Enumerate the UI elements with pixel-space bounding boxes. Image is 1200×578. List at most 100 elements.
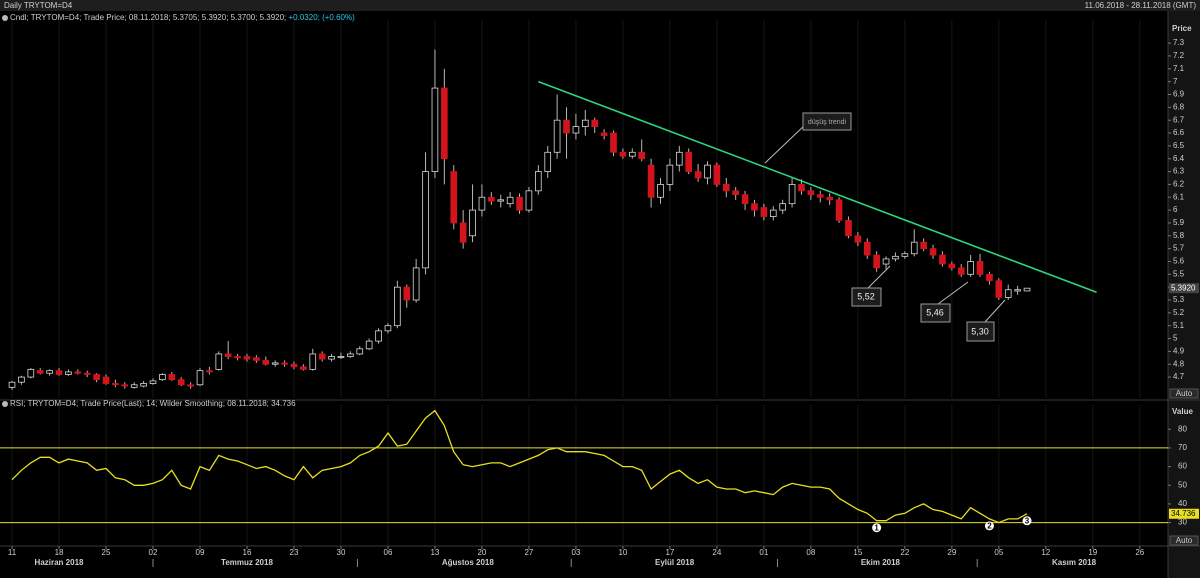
- window-title: Daily TRYTOM=D4: [4, 1, 73, 10]
- candle-body: [140, 383, 147, 387]
- candle-body: [18, 376, 25, 383]
- candle-body: [1014, 289, 1021, 292]
- y-tick-label: 6: [1173, 205, 1178, 214]
- candle-body: [1004, 289, 1012, 298]
- candle-body: [130, 384, 138, 388]
- candle-body: [986, 273, 993, 282]
- rsi-marker-label: 3: [1025, 516, 1030, 525]
- candle-body: [845, 219, 852, 237]
- candle-body: [873, 254, 880, 269]
- candle-body: [234, 356, 241, 359]
- y-tick-label: 5.6: [1173, 257, 1185, 266]
- candle-body: [722, 184, 730, 192]
- candle-body: [375, 330, 382, 342]
- y-tick-label: 5.3: [1173, 295, 1185, 304]
- price-legend: Cndl; TRYTOM=D4; Trade Price; 08.11.2018…: [10, 13, 355, 22]
- candle-body: [121, 384, 129, 387]
- candle-body: [224, 353, 232, 357]
- month-label: Ağustos 2018: [442, 558, 495, 567]
- candle-body: [600, 132, 608, 136]
- candle-body: [469, 209, 476, 237]
- legend-icon: [2, 15, 8, 21]
- candle-body: [1023, 287, 1031, 292]
- x-tick-label: 10: [618, 548, 627, 557]
- candle-body: [910, 241, 918, 255]
- y-tick-label: 6.3: [1173, 167, 1185, 176]
- last-price-label: 5.3920: [1171, 283, 1196, 292]
- candle-body: [328, 356, 335, 360]
- x-tick-label: 27: [524, 548, 533, 557]
- candle-body: [450, 171, 458, 224]
- y-tick-label: 6.4: [1173, 154, 1185, 163]
- candle-body: [638, 151, 646, 160]
- candle-body: [685, 151, 693, 172]
- rsi-axis-title: Value: [1172, 407, 1193, 416]
- x-tick-label: 15: [853, 548, 862, 557]
- candle-body: [149, 380, 157, 384]
- rsi-line: [11, 409, 1028, 524]
- candle-body: [939, 254, 946, 265]
- auto-button[interactable]: [1169, 535, 1199, 546]
- candle-body: [337, 356, 345, 358]
- leader: [937, 281, 969, 305]
- candle-body: [102, 376, 110, 384]
- y-tick-label: 6.8: [1173, 102, 1185, 111]
- candle-body: [741, 194, 749, 205]
- candle-body: [628, 151, 636, 157]
- y-tick-label: 5.9: [1173, 218, 1185, 227]
- y-tick-label: 7: [1173, 77, 1178, 86]
- x-tick-label: 08: [806, 548, 815, 557]
- candle-body: [394, 286, 401, 327]
- candle-body: [309, 353, 317, 370]
- candle-body: [177, 379, 185, 386]
- candle-body: [459, 222, 467, 243]
- candle-body: [422, 171, 429, 269]
- candle-body: [563, 119, 570, 134]
- month-label: Kasım 2018: [1052, 558, 1097, 567]
- candle-body: [506, 196, 514, 205]
- candle-body: [431, 87, 439, 172]
- x-tick-label: 24: [712, 548, 721, 557]
- candle-body: [976, 261, 984, 275]
- y-tick-label: 5.8: [1173, 231, 1185, 240]
- candle-body: [798, 184, 805, 192]
- legend-text: Cndl; TRYTOM=D4; Trade Price; 08.11.2018…: [10, 13, 286, 22]
- candle-body: [553, 119, 561, 153]
- candle-body: [215, 353, 223, 370]
- candle-body: [769, 209, 777, 217]
- y-tick-label: 80: [1178, 424, 1187, 433]
- rsi-marker: [1022, 516, 1032, 526]
- axis-area: [1168, 11, 1200, 578]
- candle-body: [535, 171, 542, 192]
- y-tick-label: 5.7: [1173, 244, 1185, 253]
- auto-button-label[interactable]: Auto: [1176, 389, 1193, 398]
- candle-body: [356, 348, 364, 355]
- x-tick-label: 11: [8, 548, 17, 557]
- y-tick-label: 7.3: [1173, 38, 1185, 47]
- x-tick-label: 12: [1041, 548, 1050, 557]
- candle-body: [901, 253, 909, 257]
- y-tick-label: 4.8: [1173, 359, 1185, 368]
- candle-body: [65, 371, 72, 375]
- candle-body: [807, 190, 815, 196]
- annotation-box: [920, 303, 951, 323]
- auto-button-label[interactable]: Auto: [1176, 536, 1193, 545]
- x-tick-label: 06: [384, 548, 393, 557]
- candle-body: [619, 151, 627, 157]
- month-label: Eylül 2018: [655, 558, 695, 567]
- candle-body: [788, 184, 796, 205]
- x-tick-label: 20: [477, 548, 486, 557]
- y-tick-label: 40: [1178, 499, 1187, 508]
- auto-button[interactable]: [1169, 388, 1199, 399]
- x-tick-label: 02: [149, 548, 158, 557]
- last-value-box: [1169, 508, 1199, 519]
- title-bar: [0, 0, 1200, 11]
- y-tick-label: 50: [1178, 480, 1187, 489]
- y-tick-label: 5.5: [1173, 269, 1185, 278]
- month-label: Temmuz 2018: [221, 558, 273, 567]
- candle-body: [582, 119, 589, 128]
- y-tick-label: 30: [1178, 518, 1187, 527]
- candle-body: [694, 171, 702, 179]
- y-tick-label: 6.6: [1173, 128, 1185, 137]
